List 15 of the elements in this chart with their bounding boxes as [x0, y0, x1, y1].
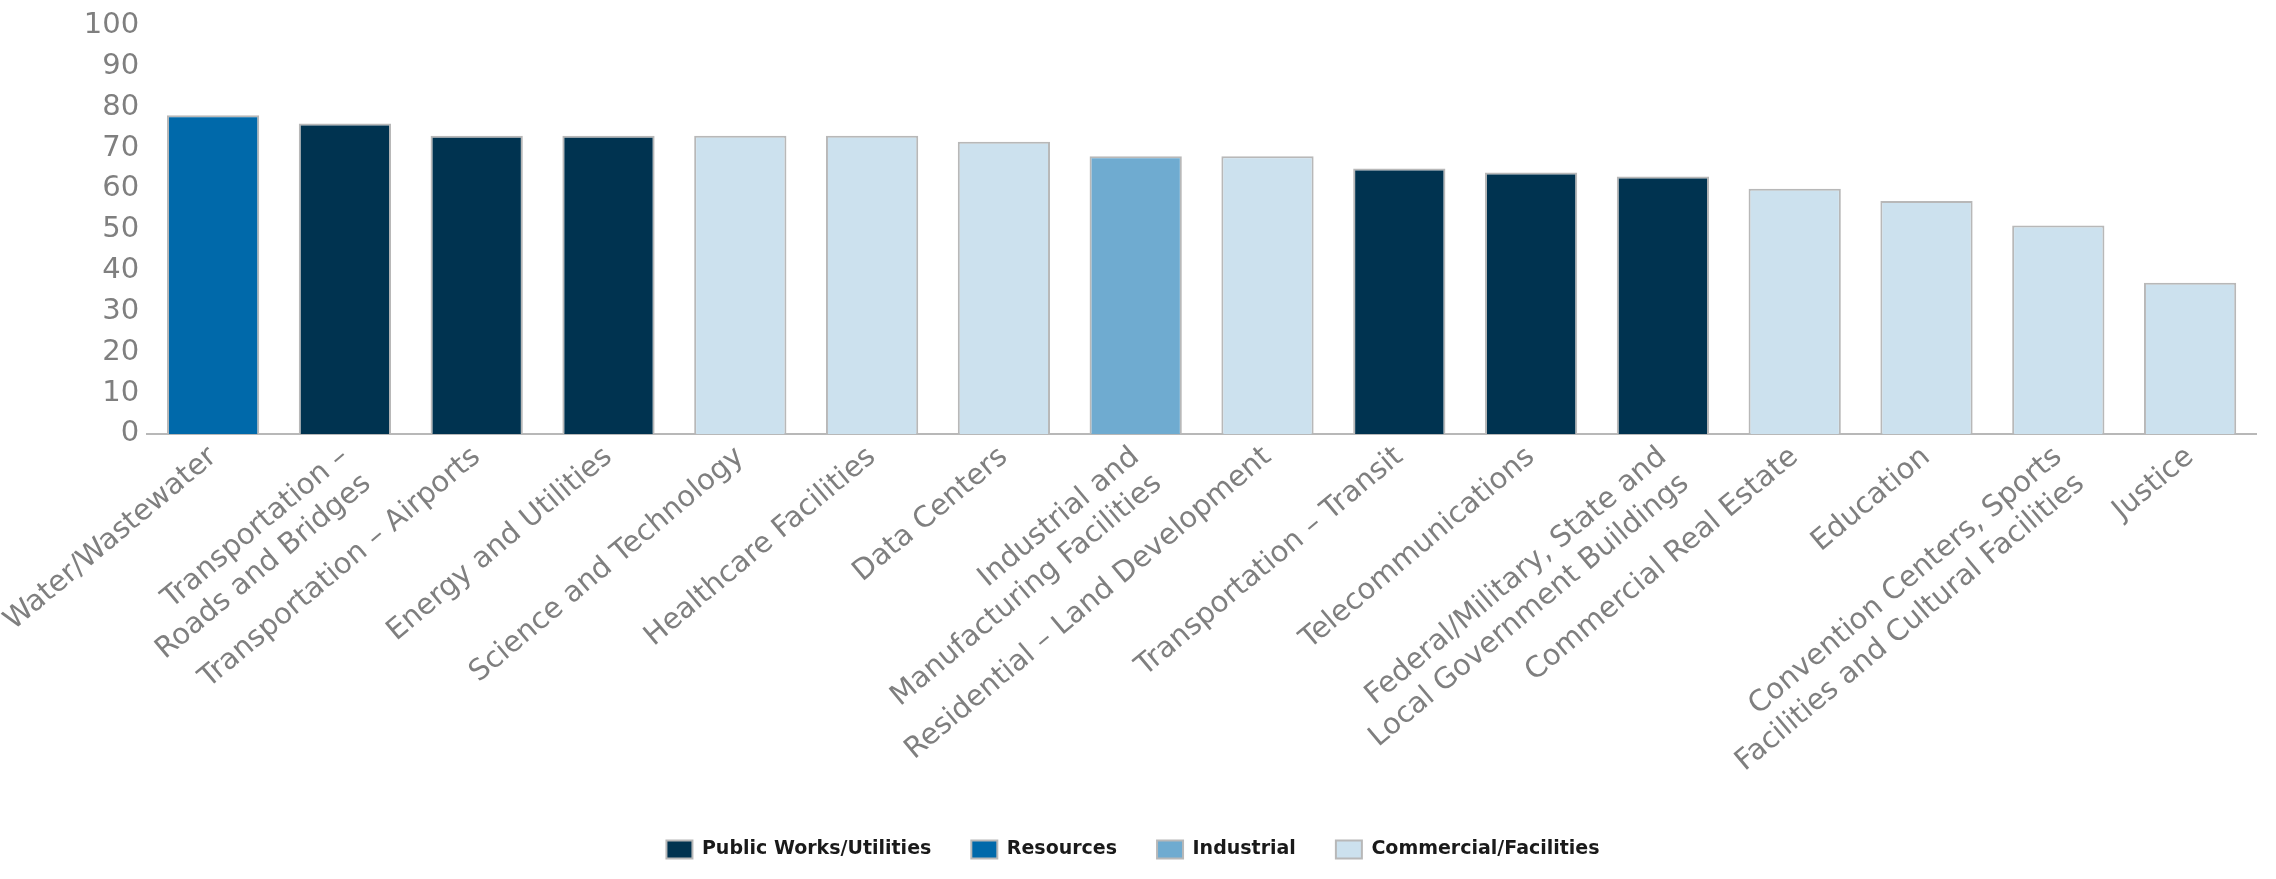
legend-label: Resources: [1006, 836, 1118, 859]
y-tick-label: 70: [102, 128, 140, 163]
y-tick-label: 10: [102, 373, 140, 408]
y-tick-label: 30: [102, 291, 140, 326]
y-tick-label: 90: [102, 46, 140, 81]
y-tick-label: 80: [102, 87, 140, 122]
y-tick-label: 0: [120, 414, 140, 449]
y-tick-label: 40: [102, 251, 140, 286]
y-tick-label: 50: [102, 210, 140, 245]
y-tick-label: 100: [83, 5, 140, 40]
legend-label: Industrial: [1192, 836, 1296, 859]
legend-label: Commercial/Facilities: [1371, 836, 1600, 859]
legend-label: Public Works/Utilities: [701, 836, 932, 859]
y-tick-label: 60: [102, 169, 140, 204]
y-tick-label: 20: [102, 332, 140, 367]
